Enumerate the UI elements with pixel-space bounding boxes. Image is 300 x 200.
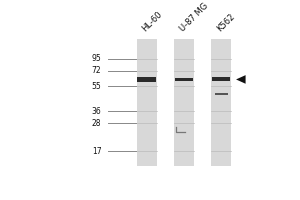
Text: 55: 55 [92, 82, 101, 91]
Text: HL-60: HL-60 [140, 10, 164, 33]
Text: 28: 28 [92, 119, 101, 128]
Bar [174, 39, 194, 166]
Text: 17: 17 [92, 147, 101, 156]
Bar [175, 78, 193, 81]
Polygon shape [236, 75, 246, 84]
Bar [137, 39, 157, 166]
Text: 36: 36 [92, 107, 101, 116]
Text: U-87 MG: U-87 MG [178, 1, 210, 33]
Bar [215, 93, 228, 95]
Bar [137, 77, 156, 82]
Text: 95: 95 [92, 54, 101, 63]
Text: 72: 72 [92, 66, 101, 75]
Bar [212, 77, 230, 81]
Bar [211, 39, 231, 166]
Text: K562: K562 [215, 12, 236, 33]
